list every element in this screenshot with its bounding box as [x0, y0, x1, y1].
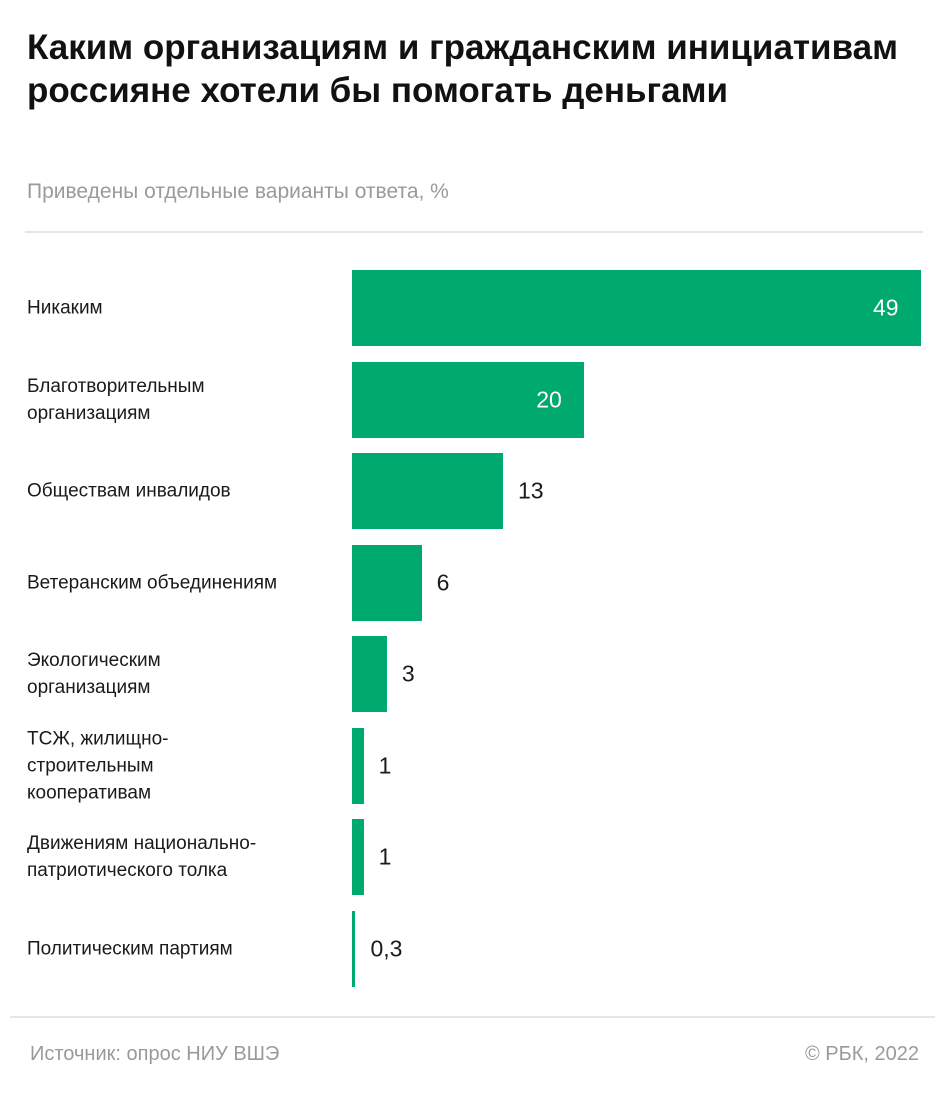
- value-label: 3: [401, 660, 415, 687]
- source-note: Источник: опрос НИУ ВШЭ: [30, 1043, 280, 1065]
- value-label: 20: [536, 386, 562, 412]
- category-label: Никаким: [27, 297, 103, 319]
- category-label: Движениям национально- патриотического т…: [27, 833, 257, 881]
- chart-subtitle: Приведены отдельные варианты ответа, %: [27, 180, 449, 203]
- category-label: Обществам инвалидов: [27, 480, 231, 502]
- value-label: 6: [436, 569, 450, 595]
- value-label: 13: [517, 477, 544, 504]
- top-divider: [25, 231, 923, 233]
- category-label: Ветеранским объединениям: [27, 572, 278, 593]
- bottom-divider: [10, 1016, 935, 1018]
- value-label: 49: [873, 294, 899, 321]
- bar: [352, 636, 387, 712]
- bar: [352, 727, 364, 804]
- bar: [352, 910, 356, 987]
- value-label: 1: [378, 843, 392, 870]
- value-label: 0,3: [370, 935, 403, 961]
- chart-title: Каким организациям и гражданским инициат…: [27, 28, 898, 110]
- bar: [352, 453, 503, 529]
- value-label: 1: [378, 752, 392, 778]
- category-label: Экологическим организациям: [27, 650, 161, 698]
- bar: [352, 819, 364, 895]
- category-label: Политическим партиям: [27, 938, 233, 959]
- bar: [352, 361, 585, 438]
- bar: [352, 544, 422, 621]
- bar: [352, 270, 921, 346]
- copyright: © РБК, 2022: [804, 1043, 919, 1065]
- category-label: Благотворительным организациям: [27, 375, 205, 424]
- category-label: ТСЖ, жилищно- строительным кооперативам: [27, 728, 169, 803]
